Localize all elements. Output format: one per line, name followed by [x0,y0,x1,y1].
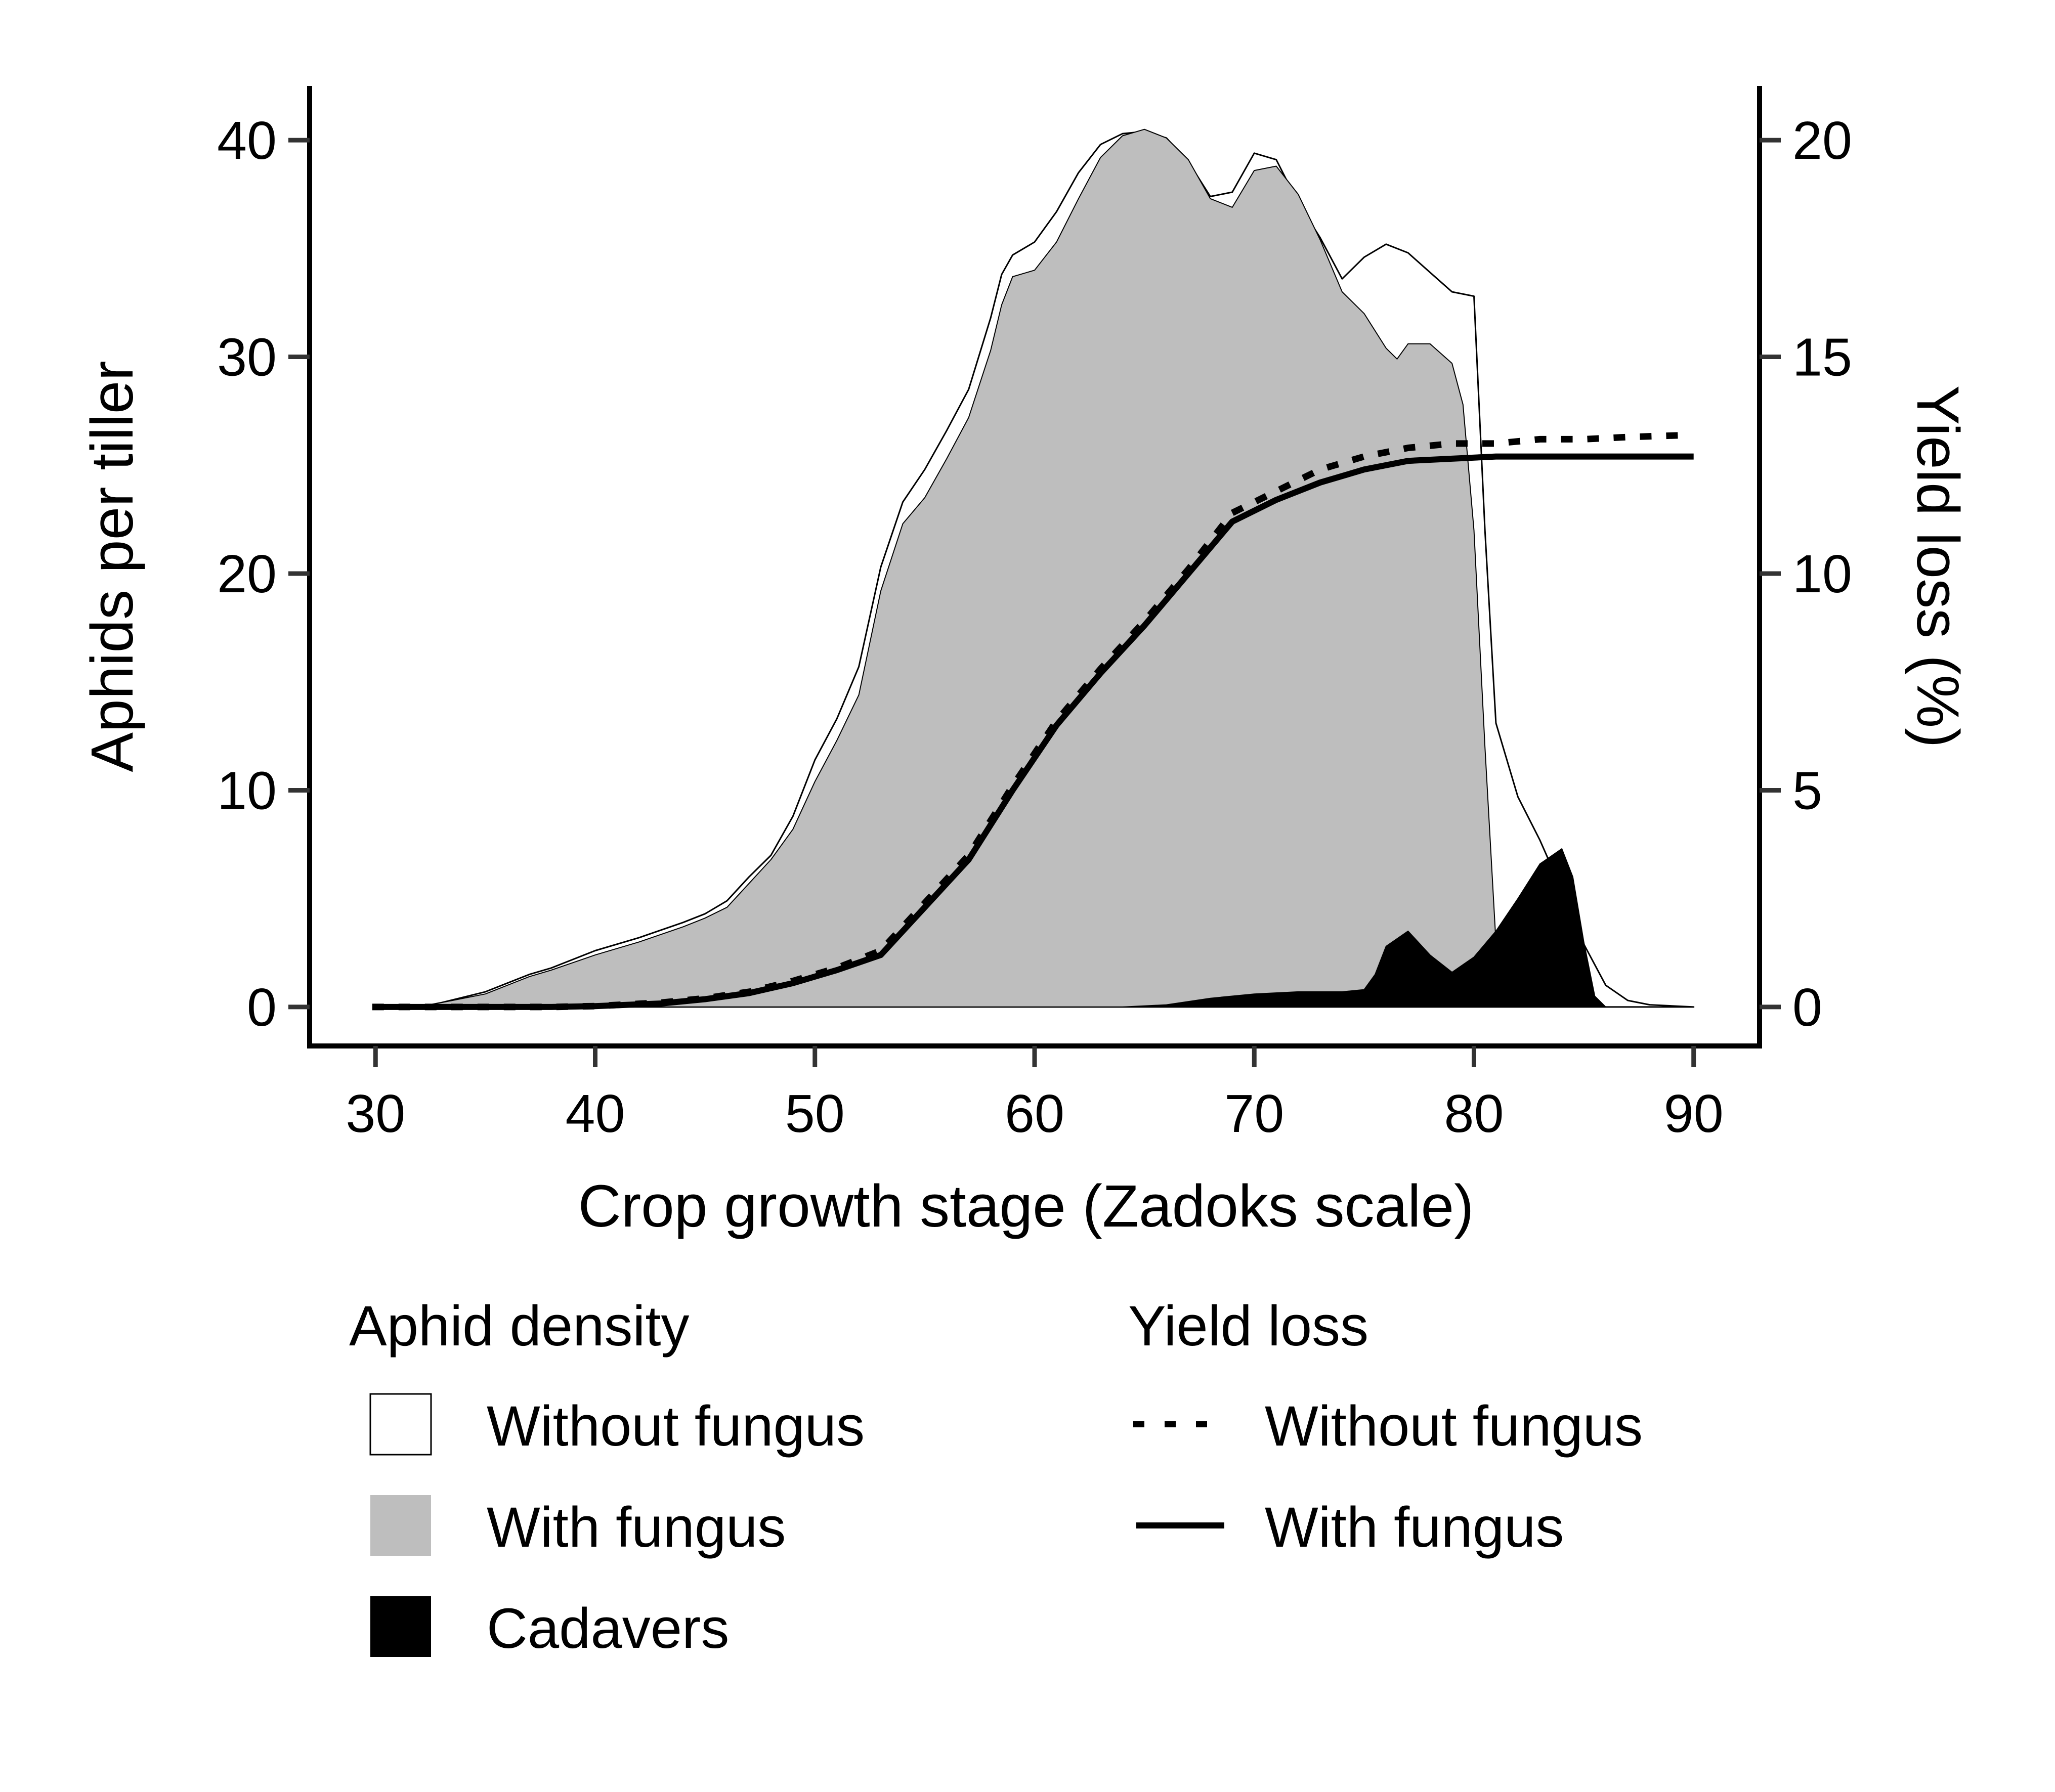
legend-swatch-cadavers [370,1596,431,1657]
x-tick-label: 30 [346,1084,405,1144]
y2-tick-label: 15 [1792,328,1852,387]
plot-lines [372,431,1697,1011]
area-with-fungus [375,128,1694,1008]
y-axis-title: Aphids per tiller [79,361,146,772]
x-tick-label: 90 [1664,1084,1724,1144]
legend-title-aphid-density: Aphid density [349,1294,689,1358]
area-cadavers [375,848,1694,1008]
x-tick-label: 40 [566,1084,625,1144]
y2-axis-title: Yield loss (%) [1904,385,1971,748]
y-tick-label: 20 [217,544,277,604]
line-yield-loss-with-fungus [375,453,1694,1010]
y2-tick-label: 10 [1792,544,1852,604]
y-tick-label: 30 [217,328,277,387]
x-tick-label: 70 [1224,1084,1284,1144]
y2-tick-label: 20 [1792,111,1852,170]
legend-label-without-fungus-area: Without fungus [487,1394,865,1458]
legend-swatch-with-fungus-area [370,1495,431,1556]
plot-areas [374,128,1695,1008]
x-tick-label: 80 [1444,1084,1504,1144]
x-tick-label: 50 [785,1084,845,1144]
y-tick-label: 40 [217,111,277,170]
legend: Aphid density Without fungus With fungus… [349,1294,1643,1660]
legend-label-without-fungus-line: Without fungus [1265,1394,1643,1458]
legend-title-yield-loss: Yield loss [1128,1294,1368,1358]
y2-tick-label: 0 [1792,978,1822,1037]
legend-label-with-fungus-line: With fungus [1265,1496,1564,1559]
y-tick-label: 10 [217,761,277,820]
ticks: 30 40 50 60 70 80 90 0 10 20 30 40 0 5 10 15 20 [217,111,1852,1144]
legend-swatch-without-fungus-area [369,1393,432,1456]
y-tick-label: 0 [247,978,277,1037]
y2-tick-label: 5 [1792,761,1822,820]
legend-label-cadavers: Cadavers [487,1597,729,1660]
legend-label-with-fungus-area: With fungus [487,1496,786,1559]
x-tick-label: 60 [1005,1084,1064,1144]
x-axis-title: Crop growth stage (Zadoks scale) [578,1173,1474,1240]
